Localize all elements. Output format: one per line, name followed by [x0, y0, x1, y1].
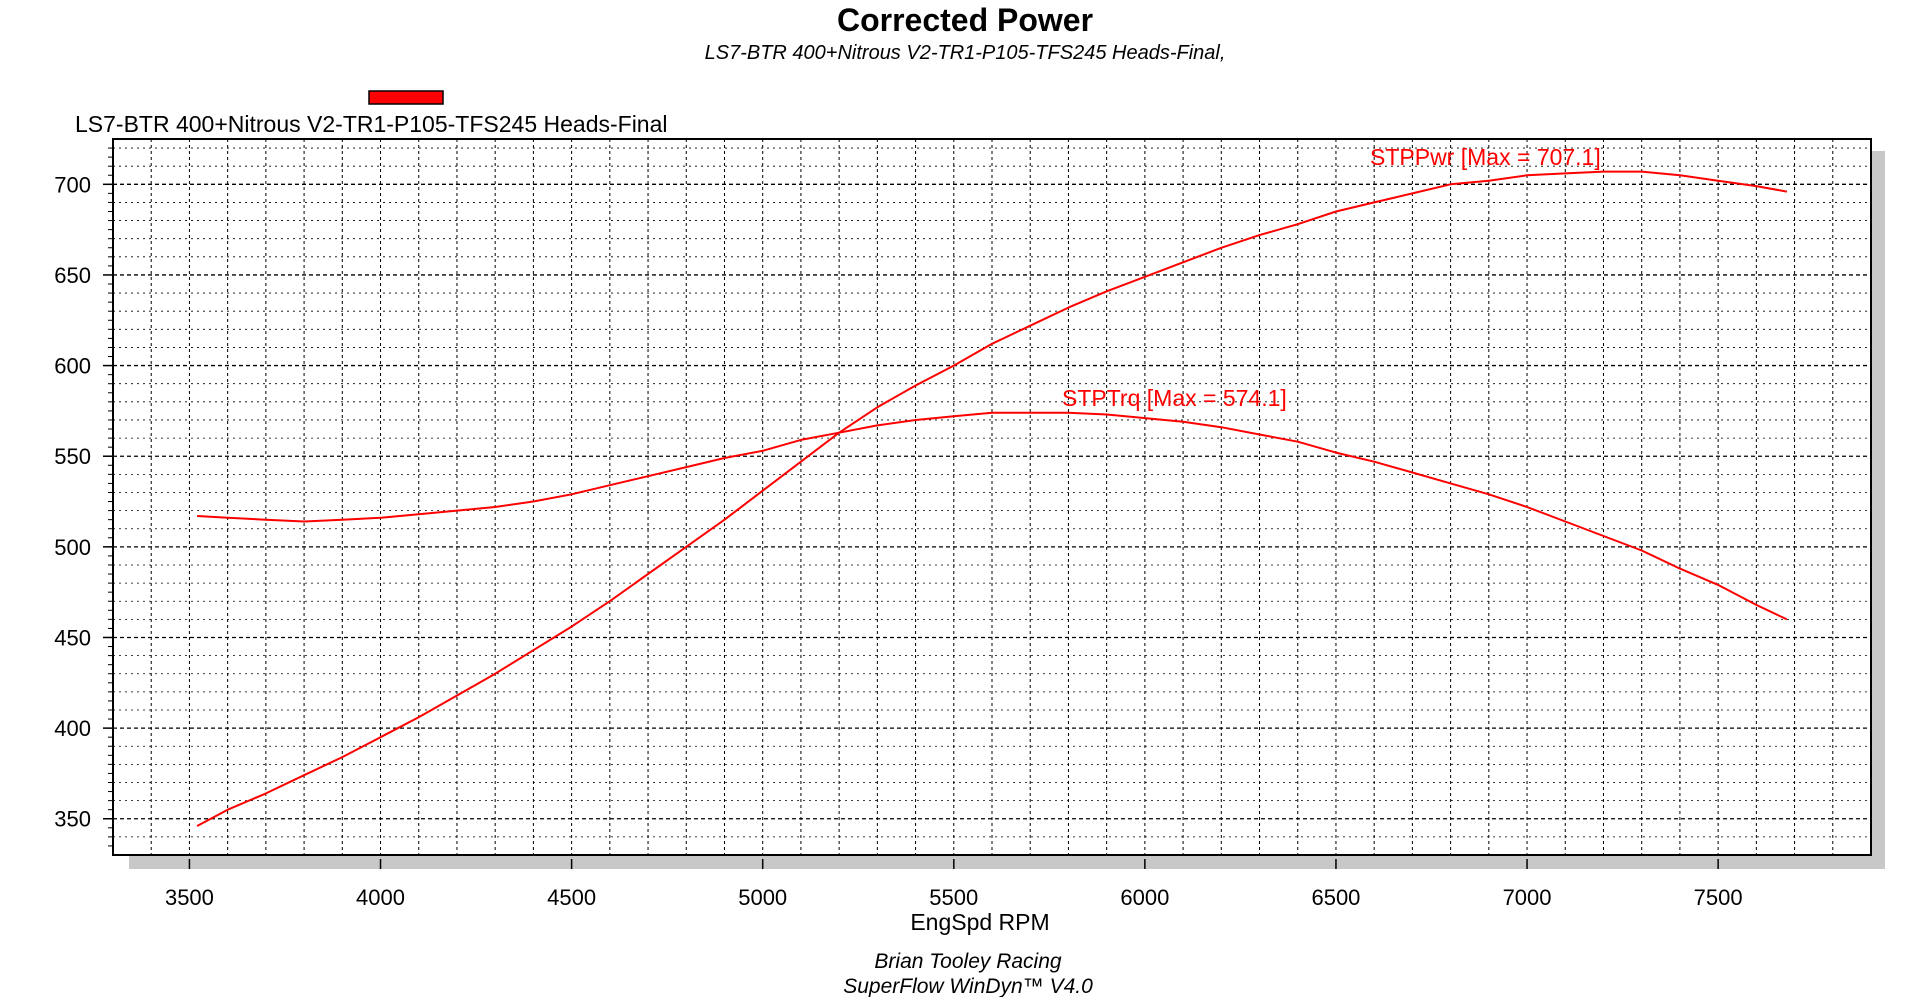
- x-tick-label: 4000: [356, 885, 405, 910]
- y-tick-label: 500: [54, 535, 91, 560]
- y-tick-label: 450: [54, 625, 91, 650]
- x-tick-label: 5500: [929, 885, 978, 910]
- grid: [113, 139, 1871, 855]
- torque-annotation: STPTrq [Max = 574.1]: [1062, 385, 1287, 411]
- series-lines: [196, 170, 1788, 827]
- x-tick-label: 3500: [165, 885, 214, 910]
- y-tick-label: 600: [54, 354, 91, 379]
- x-axis-label: EngSpd RPM: [910, 909, 1049, 935]
- x-tick-label: 6500: [1311, 885, 1360, 910]
- y-tick-label: 700: [54, 172, 91, 197]
- power-curve: [196, 170, 1788, 827]
- x-tick-label: 6000: [1120, 885, 1169, 910]
- legend-swatch: [368, 90, 444, 105]
- y-tick-label: 350: [54, 807, 91, 832]
- torque-curve: [197, 411, 1788, 621]
- y-axis-ticks: 350 400 450 500 550 600 650 700: [54, 172, 113, 832]
- y-tick-label: 400: [54, 716, 91, 741]
- y-tick-label: 550: [54, 444, 91, 469]
- y-tick-label: 650: [54, 263, 91, 288]
- footer-company: Brian Tooley Racing: [874, 950, 1061, 973]
- legend-label: LS7-BTR 400+Nitrous V2-TR1-P105-TFS245 H…: [75, 111, 668, 137]
- x-axis-ticks: 3500 4000 4500 5000 5500 6000 6500 7000 7500: [165, 859, 1743, 910]
- chart-subtitle: LS7-BTR 400+Nitrous V2-TR1-P105-TFS245 H…: [705, 42, 1226, 64]
- x-tick-label: 7500: [1694, 885, 1743, 910]
- power-annotation: STPPwr [Max = 707.1]: [1370, 144, 1601, 170]
- chart-title: Corrected Power: [837, 2, 1093, 38]
- x-tick-label: 4500: [547, 885, 596, 910]
- footer-software: SuperFlow WinDyn™ V4.0: [843, 975, 1093, 997]
- x-tick-label: 7000: [1503, 885, 1552, 910]
- x-tick-label: 5000: [738, 885, 787, 910]
